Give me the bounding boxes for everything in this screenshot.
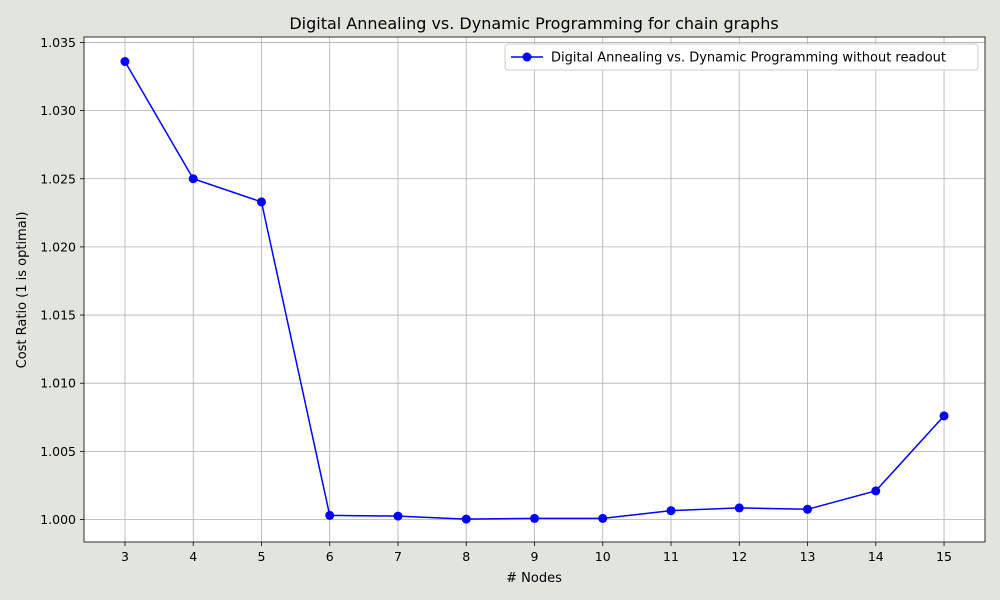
x-tick-label: 8 xyxy=(462,549,470,564)
data-point xyxy=(256,197,266,207)
data-point xyxy=(803,504,813,514)
x-tick-label: 14 xyxy=(868,549,884,564)
y-tick-label: 1.010 xyxy=(40,376,76,391)
chart-title: Digital Annealing vs. Dynamic Programmin… xyxy=(289,14,778,33)
grid xyxy=(84,37,985,542)
y-ticks: 1.000 1.005 1.010 1.015 1.020 1.025 1.030 1.035 xyxy=(40,35,84,527)
y-tick-label: 1.025 xyxy=(40,171,76,186)
y-tick-label: 1.000 xyxy=(40,512,76,527)
data-point xyxy=(393,511,403,521)
legend-box xyxy=(504,43,979,71)
x-tick-label: 9 xyxy=(531,549,539,564)
x-axis-label: # Nodes xyxy=(506,571,562,586)
data-point xyxy=(120,57,130,67)
x-tick-label: 5 xyxy=(257,549,265,564)
y-tick-label: 1.015 xyxy=(40,308,76,323)
x-tick-label: 13 xyxy=(800,549,816,564)
legend-marker-icon xyxy=(522,52,532,62)
legend-label: Digital Annealing vs. Dynamic Programmin… xyxy=(551,51,946,66)
y-tick-label: 1.035 xyxy=(40,35,76,50)
data-point xyxy=(188,174,198,184)
legend: Digital Annealing vs. Dynamic Programmin… xyxy=(504,43,979,71)
x-ticks: 3 4 5 6 7 8 9 10 11 12 13 14 15 xyxy=(121,542,952,564)
y-axis-label: Cost Ratio (1 is optimal) xyxy=(15,212,30,369)
x-tick-label: 11 xyxy=(663,549,679,564)
x-tick-label: 4 xyxy=(189,549,197,564)
data-point xyxy=(666,506,676,516)
data-point xyxy=(325,510,335,520)
x-tick-label: 15 xyxy=(936,549,952,564)
series-layer xyxy=(120,57,949,524)
data-point xyxy=(598,513,608,523)
x-tick-label: 7 xyxy=(394,549,402,564)
y-tick-label: 1.020 xyxy=(40,239,76,254)
y-tick-label: 1.005 xyxy=(40,444,76,459)
x-tick-label: 12 xyxy=(731,549,747,564)
x-tick-label: 3 xyxy=(121,549,129,564)
x-tick-label: 10 xyxy=(595,549,611,564)
data-point xyxy=(461,514,471,524)
x-tick-label: 6 xyxy=(326,549,334,564)
data-point xyxy=(734,503,744,513)
y-tick-label: 1.030 xyxy=(40,103,76,118)
data-point xyxy=(939,411,949,421)
data-point xyxy=(871,486,881,496)
data-point xyxy=(530,513,539,523)
